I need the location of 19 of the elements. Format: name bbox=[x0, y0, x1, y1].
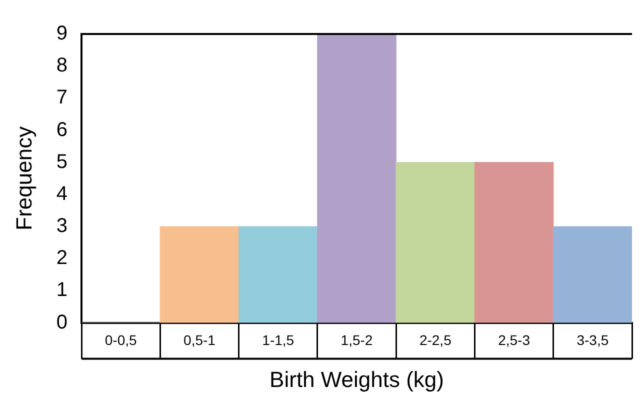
y-tick-label: 1 bbox=[56, 279, 68, 302]
y-tick-label: 0 bbox=[56, 311, 68, 334]
x-tick-label: 3-3,5 bbox=[576, 332, 609, 348]
x-tick-label: 1-1,5 bbox=[262, 332, 294, 348]
x-tick-label: 1,5-2 bbox=[340, 332, 373, 348]
y-tick-label: 6 bbox=[56, 118, 68, 141]
y-tick-label: 9 bbox=[56, 22, 68, 45]
x-tick-label: 0-0,5 bbox=[104, 332, 138, 348]
y-axis-title: Frequency bbox=[11, 126, 36, 230]
y-tick-label: 8 bbox=[56, 54, 68, 77]
x-tick-label: 2,5-3 bbox=[498, 332, 530, 348]
y-tick-label: 2 bbox=[56, 247, 68, 270]
y-tick-label: 5 bbox=[56, 150, 68, 173]
x-tick-label: 0,5-1 bbox=[184, 332, 216, 348]
y-tick-label: 4 bbox=[56, 182, 68, 205]
y-tick-label: 7 bbox=[56, 86, 68, 109]
x-tick-label: 2-2,5 bbox=[419, 332, 452, 348]
y-tick-label: 3 bbox=[56, 215, 68, 238]
x-axis-title: Birth Weights (kg) bbox=[270, 366, 444, 392]
